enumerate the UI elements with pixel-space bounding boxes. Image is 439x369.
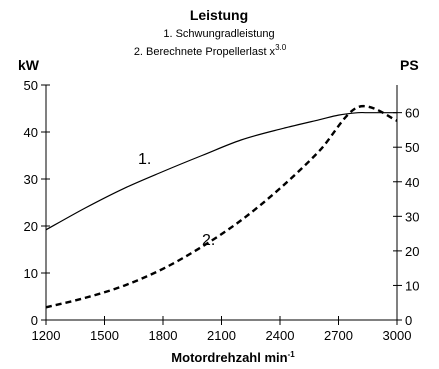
x-axis-ticks: 1200 1500 1800 2100 2400 2700 3000 <box>32 316 412 343</box>
series-layer <box>45 104 398 309</box>
right-axis-unit: PS <box>400 57 419 73</box>
legend-entry-2-text: 2. Berechnete Propellerlast x <box>134 46 276 58</box>
left-axis-unit: kW <box>18 57 40 73</box>
x-tick-label: 2100 <box>207 328 236 343</box>
series-line-2 <box>45 104 398 309</box>
left-tick-label: 40 <box>24 125 38 140</box>
series-line-1 <box>45 111 397 231</box>
right-tick-label: 50 <box>405 140 419 155</box>
x-tick-label: 1800 <box>149 328 178 343</box>
left-tick-label: 10 <box>24 266 38 281</box>
x-axis-label-superscript: -1 <box>288 350 296 359</box>
right-tick-label: 60 <box>405 106 419 121</box>
right-tick-label: 0 <box>405 313 412 328</box>
plot-frame <box>45 85 398 321</box>
legend-entry-1: 1. Schwungradleistung <box>163 28 274 40</box>
series-label-1: 1. <box>138 151 151 168</box>
right-tick-label: 10 <box>405 278 419 293</box>
x-tick-label: 3000 <box>383 328 412 343</box>
series-label-2: 2. <box>202 232 215 249</box>
left-tick-label: 50 <box>24 78 38 93</box>
left-axis-ticks: 0 10 20 30 40 50 <box>24 78 50 328</box>
legend-entry-2-superscript: 3.0 <box>275 43 287 52</box>
right-tick-label: 40 <box>405 175 419 190</box>
right-tick-label: 30 <box>405 209 419 224</box>
x-tick-label: 2700 <box>324 328 353 343</box>
right-axis-ticks: 0 10 20 30 40 50 60 <box>393 106 419 328</box>
x-axis-label-text: Motordrehzahl min <box>171 350 287 365</box>
left-tick-label: 20 <box>24 219 38 234</box>
right-tick-label: 20 <box>405 244 419 259</box>
left-tick-label: 30 <box>24 172 38 187</box>
x-tick-label: 2400 <box>266 328 295 343</box>
x-tick-label: 1200 <box>32 328 61 343</box>
x-tick-label: 1500 <box>90 328 119 343</box>
left-tick-label: 0 <box>31 313 38 328</box>
legend-entry-2: 2. Berechnete Propellerlast x3.0 <box>134 43 287 58</box>
x-axis-label: Motordrehzahl min-1 <box>171 350 295 365</box>
chart-title: Leistung <box>190 7 248 23</box>
